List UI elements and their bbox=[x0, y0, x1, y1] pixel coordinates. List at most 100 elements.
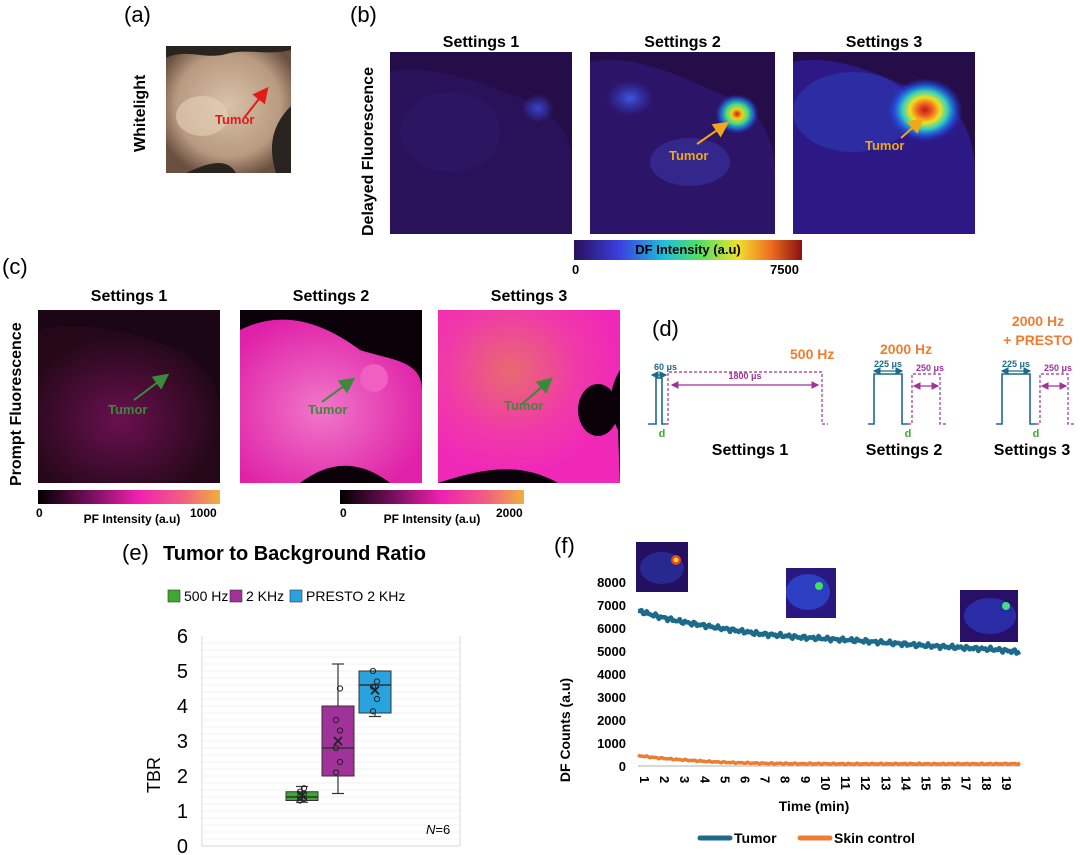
f-xtick: 6 bbox=[738, 776, 753, 783]
data-point bbox=[373, 678, 381, 685]
gap-2-label: 250 μs bbox=[916, 363, 944, 373]
f-xtick: 13 bbox=[878, 776, 893, 790]
f-legend: Tumor Skin control bbox=[697, 830, 915, 846]
pf-title-3: Settings 3 bbox=[490, 288, 568, 305]
whitelight-label: Whitelight bbox=[132, 74, 149, 152]
f-xtick: 2 bbox=[657, 776, 672, 783]
f-ylabel: DF Counts (a.u) bbox=[557, 678, 573, 782]
f-ytick: 8000 bbox=[597, 575, 626, 590]
timing-diagram: 500 Hz 60 μs 1800 μs d Settings 1 2000 H… bbox=[648, 313, 1074, 459]
panel-d-label: (d) bbox=[652, 316, 679, 341]
tbr-ytick: 4 bbox=[177, 696, 188, 718]
pf-colorbar-2-max: 2000 bbox=[496, 506, 523, 520]
mean-marker bbox=[297, 790, 307, 800]
tumor-label-c2: Tumor bbox=[308, 402, 348, 417]
freq-2-label: 2000 Hz bbox=[880, 341, 932, 357]
data-point bbox=[369, 667, 377, 675]
box-0 bbox=[285, 785, 319, 804]
series-line-1 bbox=[637, 753, 1021, 767]
f-xtick: 5 bbox=[717, 776, 732, 783]
width-1-label: 60 μs bbox=[654, 362, 677, 372]
tumor-label-c3: Tumor bbox=[504, 398, 544, 413]
tumor-arrow bbox=[243, 86, 269, 119]
data-point bbox=[300, 785, 308, 792]
pf-image-3 bbox=[438, 310, 620, 483]
tbr-box-chart: 500 Hz 2 KHz PRESTO 2 KHz 0 1 2 3 4 5 6 TBR N=6 bbox=[144, 588, 461, 855]
freq-3-presto-label: + PRESTO bbox=[1003, 332, 1072, 348]
df-title-3: Settings 3 bbox=[845, 34, 923, 51]
tumor-label-b2: Tumor bbox=[669, 148, 709, 163]
pf-image-1 bbox=[38, 310, 220, 483]
tumor-label-a: Tumor bbox=[215, 112, 255, 127]
legend-tumor: Tumor bbox=[734, 830, 777, 846]
thumb-3 bbox=[960, 590, 1018, 642]
f-xtick: 10 bbox=[818, 776, 833, 790]
f-xtick: 15 bbox=[918, 776, 933, 790]
box-1 bbox=[321, 663, 355, 795]
f-ytick: 7000 bbox=[597, 598, 626, 613]
df-image-2 bbox=[590, 52, 775, 234]
pf-colorbar-2-label: PF Intensity (a.u) bbox=[383, 512, 481, 526]
f-ytick: 1000 bbox=[597, 736, 626, 751]
legend-label: PRESTO 2 KHz bbox=[306, 588, 405, 604]
legend-label: 500 Hz bbox=[184, 588, 228, 604]
panel-f-label: (f) bbox=[554, 533, 575, 558]
f-xtick: 9 bbox=[798, 776, 813, 783]
df-title-1: Settings 1 bbox=[442, 34, 520, 51]
tbr-ytick: 2 bbox=[177, 766, 188, 788]
f-xtick: 19 bbox=[999, 776, 1014, 790]
df-colorbar bbox=[574, 240, 802, 260]
f-xtick: 1 bbox=[637, 776, 652, 783]
panel-e-label: (e) bbox=[122, 540, 149, 565]
d-label-2: d bbox=[905, 428, 912, 440]
data-point bbox=[369, 708, 377, 715]
data-point bbox=[332, 769, 340, 776]
f-xtick: 18 bbox=[979, 776, 994, 790]
width-2-label: 225 μs bbox=[874, 359, 902, 369]
legend-swatch bbox=[229, 589, 243, 603]
f-xtick: 3 bbox=[677, 776, 692, 783]
whitelight-image bbox=[166, 46, 291, 173]
data-point bbox=[336, 727, 344, 734]
data-point bbox=[336, 758, 344, 766]
tbr-title: Tumor to Background Ratio bbox=[163, 543, 426, 565]
tbr-ytick: 1 bbox=[177, 801, 188, 823]
d-label-1: d bbox=[659, 428, 666, 440]
freq-1-label: 500 Hz bbox=[790, 346, 834, 362]
data-point bbox=[373, 695, 381, 703]
f-ytick: 2000 bbox=[597, 713, 626, 728]
mean-marker bbox=[333, 736, 343, 746]
df-colorbar-label: DF Intensity (a.u) bbox=[635, 242, 741, 257]
f-xtick: 8 bbox=[778, 776, 793, 783]
f-ytick: 6000 bbox=[597, 621, 626, 636]
f-xtick: 7 bbox=[758, 776, 773, 783]
f-xtick: 4 bbox=[697, 776, 712, 784]
f-ytick: 3000 bbox=[597, 690, 626, 705]
f-ytick: 4000 bbox=[597, 667, 626, 682]
data-point bbox=[332, 716, 340, 724]
n-label: N=6 bbox=[426, 822, 450, 837]
df-image-1 bbox=[390, 52, 572, 234]
tbr-ytick: 6 bbox=[177, 626, 188, 648]
df-colorbar-min: 0 bbox=[572, 262, 580, 277]
gap-1-label: 1800 μs bbox=[728, 371, 761, 381]
freq-3-label: 2000 Hz bbox=[1012, 313, 1064, 329]
f-xtick: 16 bbox=[939, 776, 954, 790]
f-xtick: 17 bbox=[959, 776, 974, 790]
panel-a-label: (a) bbox=[124, 2, 151, 27]
f-ytick: 5000 bbox=[597, 644, 626, 659]
f-xtick: 11 bbox=[838, 776, 853, 790]
data-point bbox=[332, 744, 340, 752]
f-xlabel: Time (min) bbox=[779, 798, 850, 814]
pf-image-2 bbox=[240, 310, 422, 483]
box-2 bbox=[358, 667, 392, 718]
pf-colorbar-2-min: 0 bbox=[340, 506, 347, 520]
pf-colorbar-2 bbox=[340, 490, 524, 504]
pf-title-1: Settings 1 bbox=[90, 288, 168, 305]
legend-swatch bbox=[167, 589, 181, 603]
tbr-ytick: 5 bbox=[177, 661, 188, 683]
pf-title-2: Settings 2 bbox=[292, 288, 370, 305]
thumb-1 bbox=[636, 542, 688, 592]
tumor-label-c1: Tumor bbox=[108, 402, 148, 417]
settings-1-label: Settings 1 bbox=[712, 442, 789, 459]
